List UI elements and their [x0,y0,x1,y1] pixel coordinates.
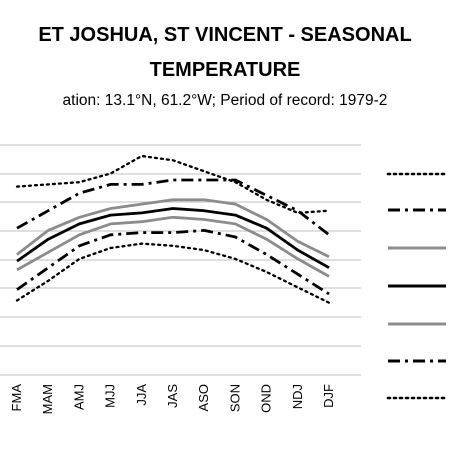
x-tick-label: SON [227,384,242,412]
series-line-5 [16,215,330,278]
chart-title-line2: TEMPERATURE [149,59,301,81]
series-line-2 [16,178,330,236]
x-tick-label: ASO [196,384,211,411]
x-tick-label: NDJ [290,384,305,409]
series-line-4 [16,207,330,269]
x-tick-label: MJJ [103,384,118,408]
x-tick-label: FMA [9,384,24,412]
gridlines [0,144,361,376]
chart-subtitle: ation: 13.1°N, 61.2°W; Period of record:… [62,92,388,109]
series-line-1 [15,154,331,215]
x-tick-label: JJA [134,384,149,406]
series-line-3 [16,198,330,258]
chart-title-line1: ET JOSHUA, ST VINCENT - SEASONAL [38,24,412,46]
x-tick-label: JAS [165,384,180,408]
series-line-6 [16,228,330,296]
x-tick-label: OND [259,384,274,413]
x-tick-label: MAM [40,384,55,414]
x-tick-label: DJF [321,384,336,408]
series-line-7 [15,242,331,304]
x-tick-label: AMJ [71,384,86,410]
